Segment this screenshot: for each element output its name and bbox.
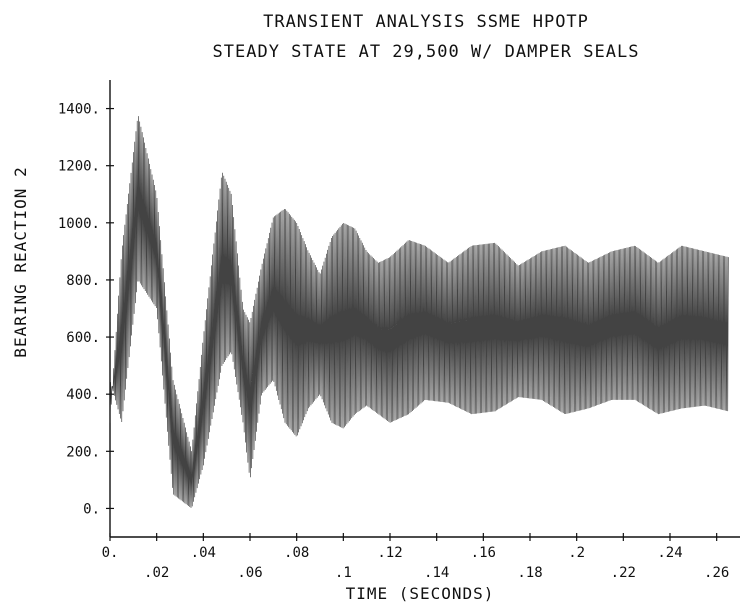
- chart-subtitle: STEADY STATE AT 29,500 W/ DAMPER SEALS: [213, 42, 640, 62]
- x-tick-label: .14: [424, 565, 449, 581]
- x-tick-label: .22: [611, 565, 636, 581]
- y-tick-label: 800.: [66, 273, 100, 289]
- x-tick-label: .08: [284, 545, 309, 561]
- signal-line: [109, 116, 729, 508]
- y-tick-label: 0.: [83, 501, 100, 517]
- x-tick-label: .16: [471, 545, 496, 561]
- y-tick-label: 600.: [66, 330, 100, 346]
- x-tick-label: .26: [704, 565, 729, 581]
- y-tick-label: 400.: [66, 387, 100, 403]
- chart-title: TRANSIENT ANALYSIS SSME HPOTP: [263, 12, 589, 32]
- y-tick-label: 1400.: [58, 102, 100, 118]
- x-tick-label: .2: [568, 545, 585, 561]
- plot-area: 0. 200. 400. 600. 800. 1000. 1200. 1400. 0. .02 .0…: [58, 80, 740, 581]
- x-tick-label: .12: [377, 545, 402, 561]
- x-tick-label: .24: [657, 545, 682, 561]
- y-tick-label: 1200.: [58, 159, 100, 175]
- x-tick-label: .02: [144, 565, 169, 581]
- x-tick-label: .06: [237, 565, 262, 581]
- x-tick-label: .18: [517, 565, 542, 581]
- x-axis-label: TIME (SECONDS): [346, 584, 495, 603]
- y-tick-label: 200.: [66, 444, 100, 460]
- x-tick-label: .1: [335, 565, 352, 581]
- x-tick-label: 0.: [102, 545, 119, 561]
- y-axis-label: BEARING REACTION 2: [11, 166, 30, 357]
- x-tick-label: .04: [191, 545, 216, 561]
- y-tick-label: 1000.: [58, 216, 100, 232]
